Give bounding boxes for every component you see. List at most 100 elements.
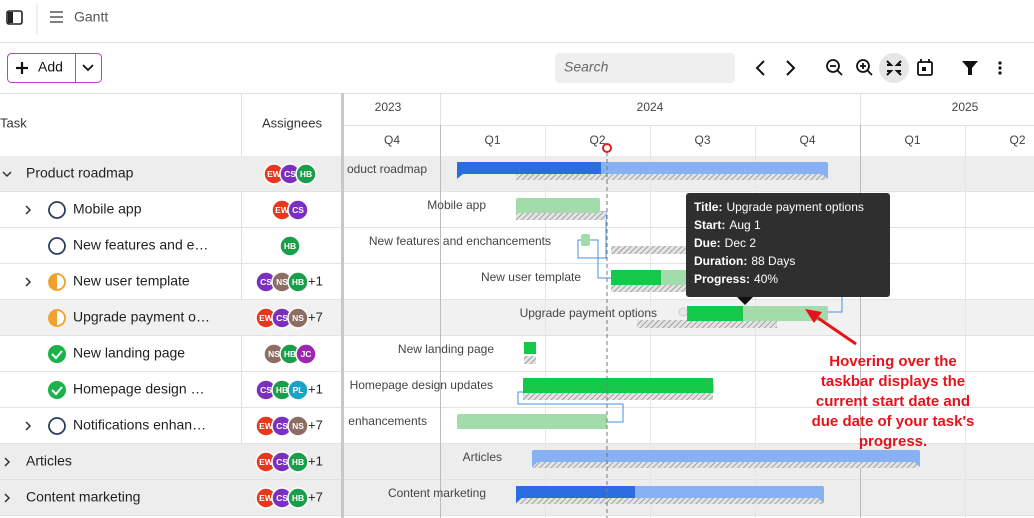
annotation-line: Hovering over the <box>829 353 957 370</box>
more-assignees: +7 <box>308 417 323 432</box>
prev-button[interactable] <box>755 60 765 76</box>
task-name[interactable]: Articles <box>26 453 72 469</box>
status-not-started <box>48 417 66 435</box>
drag-handle[interactable] <box>678 307 688 317</box>
task-name[interactable]: Mobile app <box>73 201 142 217</box>
avatar-initials: HB <box>284 349 296 359</box>
baseline <box>524 356 536 364</box>
annotation-line: taskbar displays the <box>821 373 965 390</box>
tooltip-value: Aug 1 <box>729 218 761 232</box>
summary-cap <box>532 461 539 467</box>
task-name[interactable]: New landing page <box>73 345 185 361</box>
menu-icon[interactable] <box>50 11 63 23</box>
summary-cap <box>913 461 920 467</box>
summary-cap <box>457 173 464 179</box>
bar-label: enhancements <box>348 414 427 428</box>
task-bar[interactable] <box>457 414 607 429</box>
bars: oduct roadmap Mobile app New features and … <box>347 162 920 504</box>
column-header: Assignees <box>262 115 322 130</box>
task-name[interactable]: Content marketing <box>26 489 140 505</box>
annotation-line: due date of your task's <box>812 413 975 430</box>
quarter-label: Q2 <box>1009 133 1025 147</box>
zoom-in[interactable] <box>856 59 873 76</box>
expand-toggle[interactable] <box>4 493 11 503</box>
task-name[interactable]: Homepage design … <box>73 381 205 397</box>
more-button[interactable] <box>998 61 1002 75</box>
avatar-initials: CS <box>260 277 272 287</box>
bar-label: New user template <box>481 270 581 284</box>
zoom-out[interactable] <box>826 59 843 76</box>
status-not-started <box>48 201 66 219</box>
avatar-initials: NS <box>292 313 304 323</box>
expand-toggle[interactable] <box>25 421 32 431</box>
avatar-initials: NS <box>292 421 304 431</box>
task-bar[interactable] <box>581 234 590 246</box>
task-name[interactable]: Product roadmap <box>26 165 134 181</box>
collapse-toggle[interactable] <box>2 171 12 178</box>
quarter-label: Q4 <box>799 133 815 147</box>
bar-label: New features and enchancements <box>369 234 551 248</box>
avatar-initials: HB <box>284 241 296 251</box>
status-check <box>51 386 63 396</box>
expand-toggle[interactable] <box>4 457 11 467</box>
baseline <box>637 320 777 328</box>
task-progress <box>611 270 661 285</box>
avatar-initials: NS <box>276 277 288 287</box>
baseline <box>516 212 606 220</box>
quarter-label: Q1 <box>484 133 500 147</box>
add-button[interactable] <box>7 53 102 83</box>
avatar-initials: EW <box>275 205 290 215</box>
more-assignees: +7 <box>308 489 323 504</box>
tooltip-value: 88 Days <box>751 254 795 268</box>
task-name[interactable]: Upgrade payment o… <box>73 309 210 325</box>
avatar-initials: CS <box>276 457 288 467</box>
grid-header: Task Assignees <box>0 93 1034 444</box>
expand-toggle[interactable] <box>25 277 32 287</box>
filter-button[interactable] <box>962 61 978 75</box>
more-assignees: +1 <box>308 273 323 288</box>
avatar-initials: NS <box>268 349 280 359</box>
status-in-progress-fill <box>49 310 57 326</box>
tooltip-line: Duration: 88 Days <box>694 254 795 268</box>
task-bar[interactable] <box>516 198 600 213</box>
search-box[interactable] <box>555 53 735 83</box>
task-name[interactable]: Notifications enhan… <box>73 417 206 433</box>
status-in-progress-fill <box>49 274 57 290</box>
avatar-initials: EW <box>259 421 274 431</box>
quarter-label: Q3 <box>694 133 710 147</box>
add-label: Add <box>38 59 63 75</box>
summary-cap <box>817 497 824 503</box>
tooltip-value: 40% <box>754 272 778 286</box>
next-button[interactable] <box>786 60 796 76</box>
annotation-line: current start date and <box>816 393 970 410</box>
bar-label: Mobile app <box>427 198 486 212</box>
tooltip-label: Start: <box>694 218 725 232</box>
baseline <box>532 462 918 468</box>
summary-progress <box>516 486 635 498</box>
avatar-initials: CS <box>284 169 296 179</box>
expand-toggle[interactable] <box>25 205 32 215</box>
task-name[interactable]: New user template <box>73 273 190 289</box>
avatar-initials: EW <box>259 457 274 467</box>
tooltip-label: Progress: <box>694 272 750 286</box>
search-placeholder: Search <box>564 59 609 75</box>
avatar-initials: EW <box>259 493 274 503</box>
bar-label: Homepage design updates <box>350 378 493 392</box>
baseline <box>523 392 713 400</box>
task-progress <box>523 378 713 393</box>
today-button[interactable] <box>917 59 933 76</box>
baseline <box>516 174 826 180</box>
sidebar-toggle[interactable] <box>6 10 23 25</box>
task-name[interactable]: New features and e… <box>73 237 208 253</box>
page-title: Gantt <box>74 9 108 25</box>
add-dropdown[interactable] <box>82 64 94 72</box>
avatar-initials: HB <box>292 277 304 287</box>
summary-progress <box>457 162 601 174</box>
toolbar: Add Search <box>7 53 1002 83</box>
tooltip-line: Start: Aug 1 <box>694 218 761 232</box>
fit-button[interactable] <box>879 53 909 83</box>
column-header: Task <box>0 115 27 130</box>
splitter[interactable] <box>341 93 344 518</box>
bar-label: Upgrade payment options <box>520 306 657 320</box>
